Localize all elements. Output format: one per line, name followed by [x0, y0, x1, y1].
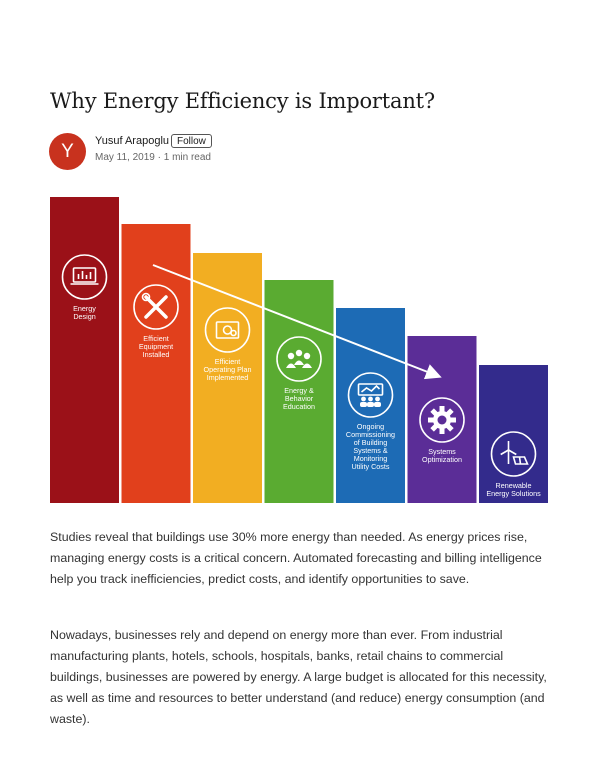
- read-time: 1 min read: [163, 152, 211, 163]
- people-icon: [286, 349, 312, 368]
- step-label: Energy Design: [73, 304, 96, 321]
- paragraph-1: Studies reveal that buildings use 30% mo…: [50, 530, 542, 586]
- author-avatar[interactable]: Y: [49, 133, 86, 170]
- gear-icon: [428, 406, 456, 434]
- step-label: Energy & Behavior Education: [283, 386, 315, 411]
- monitoring-icon: [357, 383, 384, 407]
- step-bar: [121, 224, 191, 503]
- step-label: Ongoing Commissioning of Building Systems &…: [346, 422, 395, 471]
- step-bar: [479, 365, 548, 503]
- energy-design-icon: [70, 267, 99, 285]
- icon-ring: [61, 254, 108, 300]
- publish-date: May 11, 2019: [95, 152, 155, 163]
- tools-icon: [141, 292, 168, 319]
- step-1: Energy Design: [50, 197, 119, 503]
- step-3: Efficient Operating Plan Implemented: [193, 253, 262, 503]
- wind-solar-icon: [500, 441, 529, 465]
- step-2: Efficient Equipment Installed: [121, 224, 191, 503]
- paragraph-2: Nowadays, businesses rely and depend on …: [50, 628, 547, 726]
- energy-efficiency-infographic: Energy Design Efficient Equipment Installed E…: [50, 197, 548, 503]
- step-4: Energy & Behavior Education: [264, 280, 334, 503]
- step-label: Systems Optimization: [422, 447, 462, 464]
- icon-ring: [276, 336, 322, 382]
- article-meta: May 11, 2019 · 1 min read: [95, 152, 211, 163]
- icon-ring: [419, 397, 465, 443]
- operating-plan-icon: [215, 321, 240, 339]
- step-label: Efficient Equipment Installed: [139, 334, 173, 359]
- trend-arrow: [152, 264, 442, 380]
- step-6: Systems Optimization: [407, 336, 477, 503]
- author-name[interactable]: Yusuf Arapoglu: [95, 135, 170, 147]
- icon-ring: [490, 431, 537, 477]
- step-bar: [50, 197, 119, 503]
- icon-ring: [347, 372, 394, 418]
- follow-button[interactable]: Follow: [171, 134, 212, 148]
- meta-separator: ·: [154, 152, 164, 163]
- step-5: Ongoing Commissioning of Building Systems &…: [336, 308, 405, 503]
- step-label: Renewable Energy Solutions: [486, 481, 541, 498]
- article-title: Why Energy Efficiency is Important?: [50, 89, 435, 113]
- step-bar: [264, 280, 334, 503]
- icon-ring: [204, 307, 251, 353]
- icon-ring: [133, 284, 179, 330]
- step-7: Renewable Energy Solutions: [479, 365, 548, 503]
- step-label: Efficient Operating Plan Implemented: [204, 357, 252, 382]
